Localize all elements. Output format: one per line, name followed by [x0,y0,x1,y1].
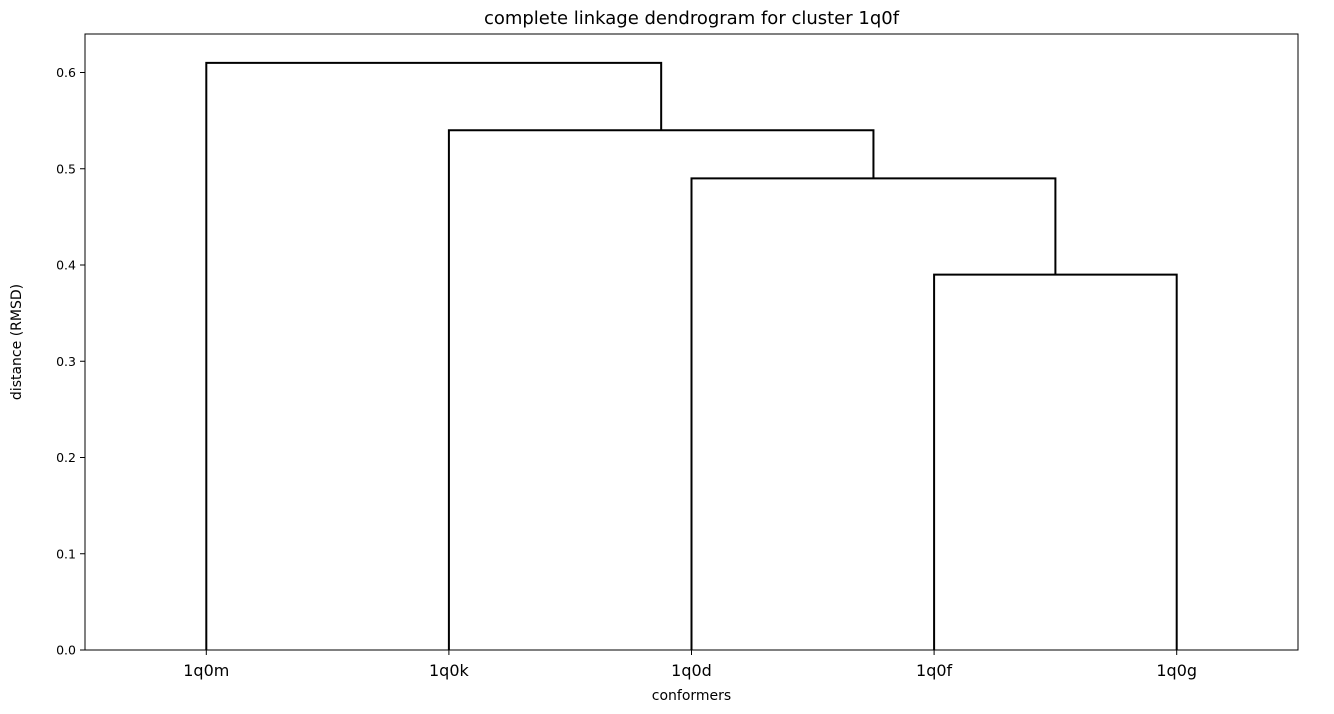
leaf-label-1q0d: 1q0d [671,661,712,680]
y-axis-ticks: 0.0 0.1 0.2 0.3 0.4 0.5 0.6 [56,65,85,658]
y-tick-label: 0.4 [56,258,76,273]
x-axis-label: conformers [652,688,731,704]
x-axis-ticks: 1q0m 1q0k 1q0d 1q0f 1q0g [183,650,1197,680]
y-tick-label: 0.0 [56,643,76,658]
y-tick-label: 0.6 [56,65,76,80]
dendrogram-link-1 [933,273,1178,650]
dendrogram-link-4 [205,61,663,650]
y-tick-label: 0.1 [56,546,76,561]
leaf-label-1q0g: 1q0g [1156,661,1197,680]
y-tick-label: 0.3 [56,354,76,369]
dendrogram-links [205,61,1178,650]
leaf-label-1q0m: 1q0m [183,661,229,680]
dendrogram-link-2 [690,177,1057,650]
leaf-label-1q0f: 1q0f [916,661,953,680]
leaf-label-1q0k: 1q0k [429,661,470,680]
dendrogram-link-3 [447,129,875,650]
y-tick-label: 0.2 [56,450,76,465]
y-axis-label: distance (RMSD) [9,284,25,400]
y-tick-label: 0.5 [56,161,76,176]
chart-title: complete linkage dendrogram for cluster … [484,8,900,29]
